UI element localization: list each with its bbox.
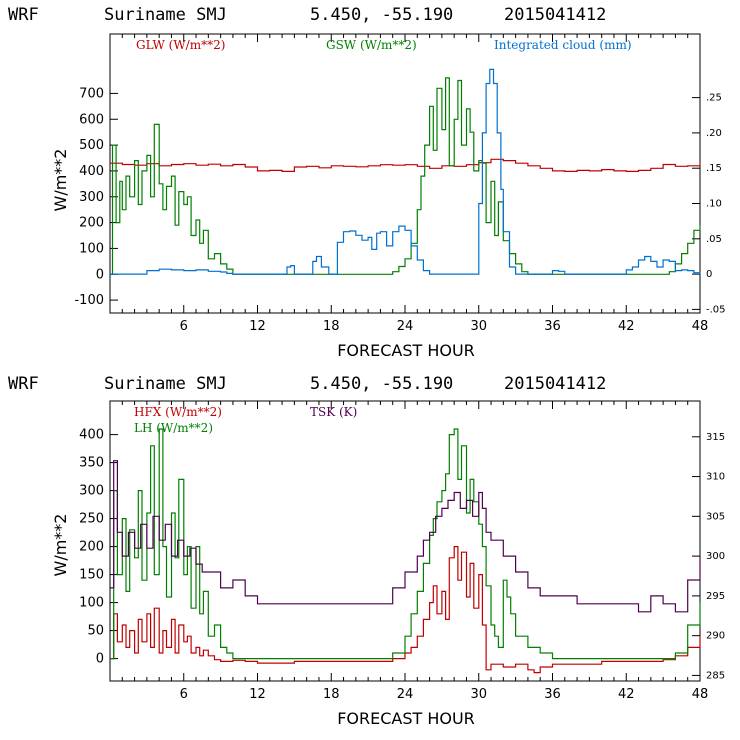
panel2-series [110, 428, 701, 674]
panel2-legend-lh: LH (W/m**2) [134, 421, 213, 435]
y2-tick-label: -.05 [706, 304, 726, 315]
panel2-header-location: Suriname SMJ [104, 374, 227, 394]
x-tick-label: 42 [618, 687, 635, 702]
panel1-legend-cloud: Integrated cloud (mm) [494, 38, 632, 52]
panel2-header-init: 2015041412 [504, 374, 606, 394]
panel1-header-init: 2015041412 [504, 5, 606, 25]
series-line-lh [110, 428, 701, 660]
panel2-x-axis-label: FORECAST HOUR [337, 709, 475, 728]
y-tick-label: -100 [74, 293, 104, 308]
y2-tick-label: .15 [706, 163, 722, 174]
panel1-legend-glw: GLW (W/m**2) [136, 38, 225, 52]
y-tick-label: 200 [79, 216, 104, 231]
x-tick-label: 36 [544, 687, 561, 702]
y2-tick-label: .20 [706, 128, 722, 139]
panel2-legend-tsk: TSK (K) [310, 405, 357, 419]
panel2-y-axis-label: W/m**2 [51, 514, 70, 577]
panel2-tick-labels: 6 12 18 24 30 36 42 48 0 50 100 150 200 250 300 350 400 2… [79, 428, 725, 702]
panel1-tick-labels: 6 12 18 24 30 36 42 48 -100 0 100 200 300 400 500 600 70… [74, 86, 725, 334]
y-tick-label: 150 [79, 568, 104, 583]
series-line-hfx [110, 545, 701, 674]
x-tick-label: 6 [180, 319, 188, 334]
panel1-legend-gsw: GSW (W/m**2) [326, 38, 417, 52]
x-tick-label: 12 [249, 319, 266, 334]
y-tick-label: 50 [87, 624, 104, 639]
y-tick-label: 200 [79, 540, 104, 555]
series-line-glw [110, 158, 701, 172]
y2-tick-label: 310 [706, 472, 725, 483]
x-tick-label: 36 [544, 319, 561, 334]
panel2-legend-hfx: HFX (W/m**2) [134, 405, 222, 419]
y-tick-label: 300 [79, 190, 104, 205]
y-tick-label: 100 [79, 241, 104, 256]
x-tick-label: 6 [180, 687, 188, 702]
x-tick-label: 48 [692, 319, 709, 334]
panel1-y-axis-label: W/m**2 [51, 149, 70, 212]
y-tick-label: 250 [79, 512, 104, 527]
panel1-ticks [110, 34, 701, 313]
panel2-header-model: WRF [8, 374, 39, 394]
x-tick-label: 42 [618, 319, 635, 334]
y2-tick-label: .05 [706, 234, 722, 245]
series-line-gsw [110, 77, 701, 275]
x-tick-label: 24 [397, 319, 414, 334]
y-tick-label: 300 [79, 484, 104, 499]
series-line-tsk [110, 460, 701, 613]
y-tick-label: 600 [79, 112, 104, 127]
x-tick-label: 30 [470, 319, 487, 334]
y-tick-label: 400 [79, 164, 104, 179]
panel1-x-axis-label: FORECAST HOUR [337, 341, 475, 360]
y-tick-label: 700 [79, 86, 104, 101]
panel1-plot-frame [109, 33, 701, 314]
y2-tick-label: 315 [706, 432, 725, 443]
panel2-header-coords: 5.450, -55.190 [310, 374, 453, 394]
panel1-header-model: WRF [8, 5, 39, 25]
y-tick-label: 0 [96, 652, 104, 667]
series-line-cloud [110, 68, 701, 275]
y-tick-label: 500 [79, 138, 104, 153]
panel1-header-coords: 5.450, -55.190 [310, 5, 453, 25]
y-tick-label: 100 [79, 596, 104, 611]
y-tick-label: 400 [79, 428, 104, 443]
y2-tick-label: 290 [706, 631, 725, 642]
x-tick-label: 12 [249, 687, 266, 702]
x-tick-label: 18 [323, 687, 340, 702]
y2-tick-label: .25 [706, 93, 722, 104]
panel2-ticks [110, 401, 701, 681]
y2-tick-label: 305 [706, 511, 725, 522]
x-tick-label: 30 [470, 687, 487, 702]
x-tick-label: 18 [323, 319, 340, 334]
y2-tick-label: 300 [706, 551, 725, 562]
y-tick-label: 350 [79, 456, 104, 471]
y2-tick-label: 295 [706, 591, 725, 602]
y-tick-label: 0 [96, 267, 104, 282]
panel1-series [110, 68, 701, 275]
panel1-header-location: Suriname SMJ [104, 5, 227, 25]
y2-tick-label: .10 [706, 199, 722, 210]
y2-tick-label: 0 [706, 269, 712, 280]
x-tick-label: 24 [397, 687, 414, 702]
x-tick-label: 48 [692, 687, 709, 702]
y2-tick-label: 285 [706, 670, 725, 681]
